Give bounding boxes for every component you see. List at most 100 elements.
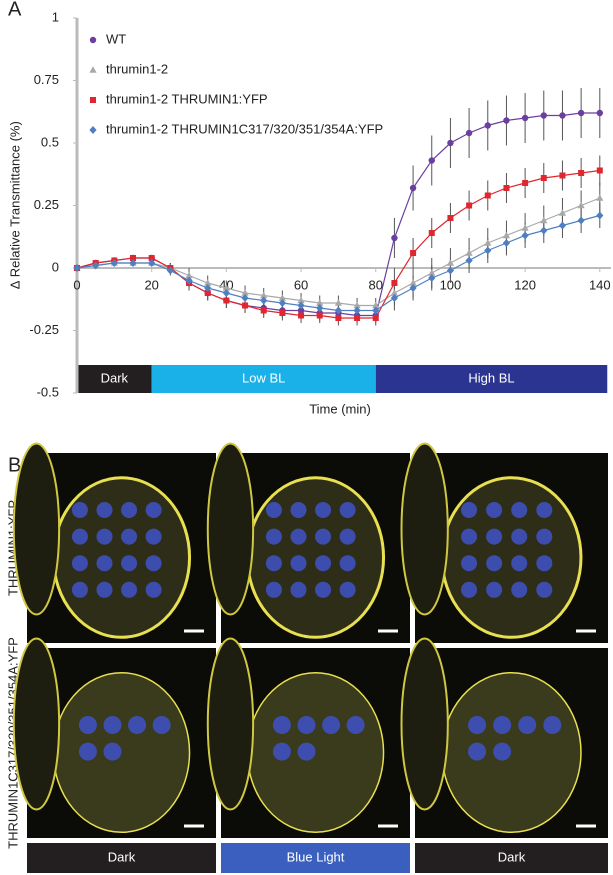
marker	[92, 261, 100, 270]
marker	[503, 185, 510, 191]
marker	[390, 294, 399, 302]
chloroplast	[511, 528, 528, 545]
marker	[502, 231, 511, 239]
marker	[260, 296, 268, 305]
chloroplast	[121, 581, 138, 598]
period-label: Dark	[101, 370, 129, 385]
marker	[129, 259, 137, 267]
cell-outline	[12, 442, 61, 616]
marker	[447, 139, 454, 147]
marker	[540, 112, 547, 119]
marker	[484, 192, 491, 199]
marker	[73, 264, 81, 272]
chloroplast	[486, 502, 503, 518]
marker	[278, 299, 286, 307]
y-tick-label: -0.5	[37, 384, 59, 399]
marker	[260, 307, 267, 314]
chloroplast	[96, 555, 113, 572]
condition-label: Blue Light	[287, 849, 345, 864]
marker	[241, 294, 249, 302]
chloroplast	[518, 716, 537, 734]
marker	[540, 226, 548, 235]
chloroplast	[145, 502, 162, 518]
marker	[297, 296, 305, 304]
marker	[502, 239, 511, 247]
marker	[540, 216, 548, 224]
period-bar	[77, 365, 152, 393]
period-bar	[375, 365, 608, 393]
x-tick-label: 60	[294, 277, 308, 292]
cell-outline	[440, 476, 583, 639]
x-tick-label: 100	[440, 277, 462, 292]
y-tick-label: -0.25	[29, 322, 59, 337]
chloroplast	[78, 742, 97, 761]
marker	[353, 306, 361, 315]
chloroplast	[128, 716, 147, 734]
marker	[409, 184, 417, 192]
x-tick-label: 20	[144, 277, 158, 292]
legend-marker	[89, 66, 97, 73]
chloroplast	[290, 502, 307, 518]
marker	[354, 315, 361, 321]
period-bar	[151, 365, 376, 393]
y-tick-label: 0.25	[34, 197, 59, 212]
period-label: High BL	[468, 370, 514, 385]
chloroplast	[121, 502, 138, 518]
chloroplast	[486, 528, 503, 545]
marker	[503, 117, 510, 124]
marker	[335, 315, 342, 321]
marker	[428, 157, 435, 164]
marker	[372, 306, 380, 315]
marker	[223, 297, 230, 304]
condition-bar	[415, 843, 608, 873]
marker	[428, 269, 436, 276]
chloroplast	[339, 581, 356, 598]
marker	[596, 167, 603, 174]
marker	[428, 230, 435, 236]
chloroplast	[145, 555, 162, 572]
chloroplast	[121, 555, 138, 572]
chloroplast	[78, 716, 97, 734]
chloroplast	[290, 555, 307, 572]
chloroplast	[339, 502, 356, 518]
marker	[222, 284, 230, 291]
marker	[446, 266, 455, 275]
chloroplast	[536, 581, 553, 598]
chloroplast	[322, 716, 341, 734]
chloroplast	[346, 716, 365, 734]
marker	[484, 122, 491, 129]
chloroplast	[71, 502, 88, 518]
y-tick-label: 0.75	[34, 72, 59, 87]
marker	[446, 259, 455, 266]
chloroplast	[461, 502, 478, 518]
condition-label: Dark	[108, 849, 136, 864]
chloroplast	[315, 555, 332, 572]
chloroplast	[511, 555, 528, 572]
marker	[596, 194, 604, 201]
cell-outline	[245, 476, 386, 639]
marker	[465, 129, 473, 137]
chloroplast	[272, 716, 291, 734]
chloroplast	[339, 555, 356, 572]
chloroplast	[536, 555, 553, 572]
marker	[242, 302, 249, 309]
cell-outline	[52, 671, 191, 834]
chloroplast	[543, 716, 562, 734]
marker	[391, 234, 398, 242]
condition-bar	[27, 843, 216, 873]
marker	[577, 216, 585, 225]
marker	[596, 109, 603, 117]
condition-label: Dark	[498, 849, 526, 864]
chloroplast	[71, 555, 88, 572]
marker	[558, 221, 567, 230]
chloroplast	[339, 528, 356, 545]
legend-label: thrumin1-2 THRUMIN1:YFP	[106, 91, 268, 106]
cell-outline	[400, 637, 449, 811]
chloroplast	[265, 528, 282, 545]
cell-outline	[441, 671, 582, 834]
chloroplast	[103, 742, 122, 761]
condition-bar	[221, 843, 410, 873]
y-tick-label: 0.5	[41, 134, 59, 149]
marker	[204, 284, 212, 292]
marker	[484, 239, 492, 246]
